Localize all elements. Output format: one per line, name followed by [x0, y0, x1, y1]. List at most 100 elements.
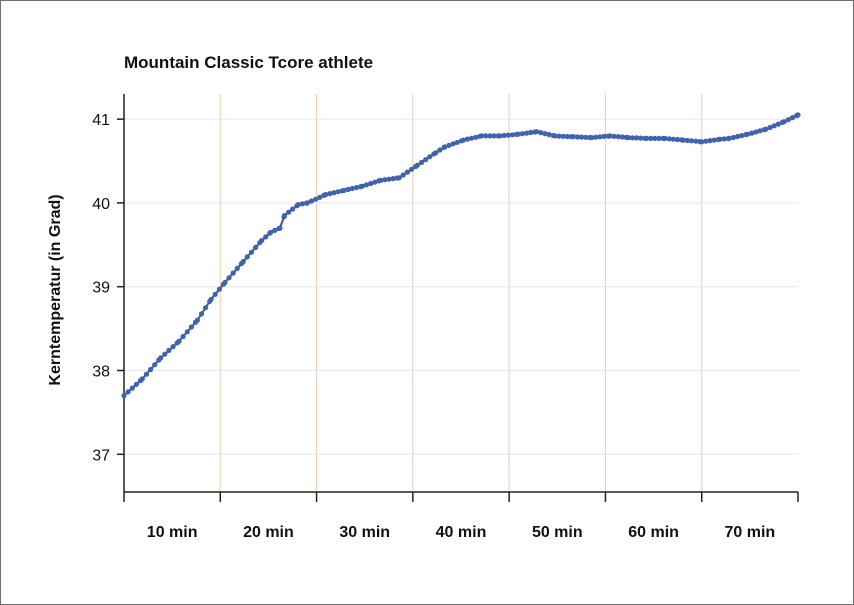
- data-point: [564, 133, 571, 140]
- data-point: [597, 134, 603, 140]
- data-point: [349, 185, 355, 192]
- data-point: [689, 138, 695, 144]
- data-point: [556, 133, 562, 139]
- data-point: [670, 136, 676, 142]
- data-point: [378, 177, 384, 183]
- data-point: [308, 198, 315, 204]
- y-tick-label: 37: [92, 447, 110, 464]
- data-point: [656, 135, 662, 141]
- data-point: [234, 265, 240, 271]
- data-point: [240, 259, 246, 265]
- data-point: [446, 142, 452, 148]
- data-point: [680, 137, 687, 143]
- data-point: [644, 135, 650, 141]
- y-axis-label: Kerntemperatur (in Grad): [47, 194, 64, 385]
- data-point: [487, 133, 493, 139]
- data-point: [454, 139, 460, 145]
- data-point: [268, 229, 274, 235]
- y-tick-label: 41: [92, 112, 110, 129]
- data-point: [253, 244, 259, 250]
- data-point: [652, 135, 658, 141]
- data-point: [589, 135, 595, 141]
- data-point: [203, 305, 209, 311]
- data-point: [785, 117, 792, 123]
- data-point: [505, 132, 511, 138]
- data-point: [703, 138, 709, 144]
- data-point: [684, 137, 691, 144]
- data-point: [323, 191, 329, 198]
- data-point: [345, 186, 351, 192]
- data-point: [327, 191, 333, 197]
- data-point: [528, 129, 534, 136]
- data-point: [570, 134, 576, 140]
- data-point: [317, 194, 323, 200]
- data-point: [277, 225, 283, 231]
- data-point: [739, 133, 745, 139]
- data-point: [188, 324, 194, 330]
- data-point: [263, 234, 269, 240]
- data-point: [483, 133, 489, 139]
- data-point: [272, 227, 278, 233]
- y-axis-ticks: 37 38 39 40 41: [92, 112, 124, 464]
- data-point: [734, 133, 741, 140]
- data-point: [386, 176, 392, 182]
- data-point: [295, 202, 301, 208]
- data-point: [299, 201, 305, 207]
- data-point: [546, 131, 552, 138]
- data-point: [244, 254, 250, 260]
- data-point: [230, 270, 236, 276]
- data-point: [281, 212, 288, 219]
- data-point: [501, 132, 507, 139]
- data-point: [125, 389, 131, 395]
- data-point: [583, 134, 589, 140]
- data-point: [396, 175, 402, 181]
- data-point: [726, 135, 732, 141]
- data-point: [335, 189, 341, 195]
- data-point: [208, 296, 214, 302]
- data-point: [133, 381, 139, 387]
- data-point: [143, 371, 150, 377]
- data-point: [408, 166, 415, 172]
- data-point: [515, 131, 521, 137]
- data-point: [423, 157, 429, 163]
- data-point: [745, 131, 751, 137]
- data-point: [414, 162, 420, 168]
- data-point: [757, 128, 763, 134]
- data-point: [674, 136, 681, 143]
- data-point: [382, 177, 388, 183]
- data-point: [542, 131, 548, 137]
- data-point: [775, 121, 781, 127]
- data-point: [216, 286, 222, 292]
- data-point: [717, 136, 723, 142]
- data-point: [464, 136, 470, 142]
- data-point: [176, 338, 182, 344]
- data-point: [152, 362, 158, 368]
- x-tick-label: 10 min: [147, 524, 198, 541]
- chart-title: Mountain Classic Tcore athlete: [124, 53, 373, 72]
- data-point: [721, 136, 727, 142]
- data-point: [166, 347, 172, 353]
- data-point: [427, 154, 433, 160]
- data-point: [795, 112, 801, 118]
- data-point: [629, 135, 636, 141]
- data-point: [353, 184, 360, 191]
- data-point: [763, 126, 769, 132]
- x-tick-label: 70 min: [725, 524, 776, 541]
- data-point: [400, 172, 406, 178]
- data-point: [789, 115, 796, 121]
- data-point: [468, 135, 475, 141]
- data-point: [368, 180, 374, 187]
- data-point: [442, 144, 448, 150]
- data-point: [615, 134, 621, 140]
- data-point: [248, 249, 255, 255]
- data-point: [194, 317, 200, 323]
- data-point: [341, 187, 347, 193]
- data-point: [359, 183, 365, 189]
- data-point: [162, 351, 168, 357]
- data-point: [259, 238, 265, 244]
- x-axis-ticks: 10 min 20 min 30 min 40 min 50 min 60 min 70 m…: [123, 492, 799, 541]
- data-point: [648, 135, 654, 141]
- x-tick-label: 50 min: [532, 524, 583, 541]
- data-point: [638, 135, 644, 141]
